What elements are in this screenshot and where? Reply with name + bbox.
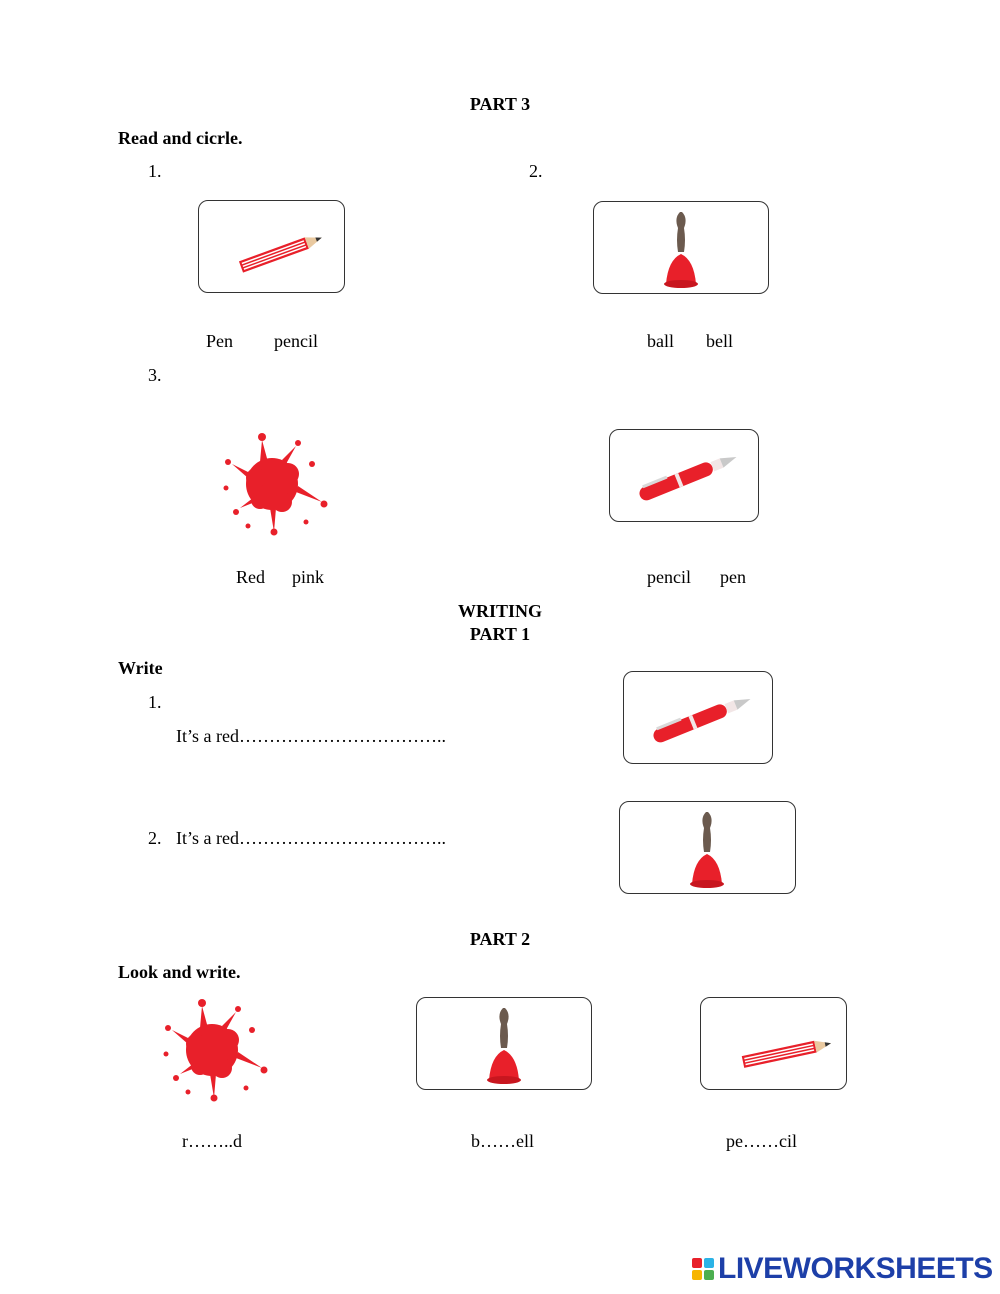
option-word[interactable]: pink	[292, 567, 325, 587]
question-number: 1.	[148, 161, 162, 181]
pencil-image-box	[198, 200, 345, 293]
red-splash-icon	[163, 999, 268, 1102]
bell-image-box	[593, 201, 769, 294]
pen-icon	[653, 699, 751, 743]
logo-mark-icon	[692, 1258, 714, 1280]
part2-title: PART 2	[469, 929, 531, 949]
liveworksheets-logo[interactable]: LIVEWORKSHEETS	[692, 1252, 993, 1286]
fill-word[interactable]: pe……cil	[726, 1131, 797, 1151]
fill-sentence[interactable]: It’s a red……………………………..	[176, 726, 446, 746]
part3-title: PART 3	[469, 94, 531, 114]
question-number: 2.	[148, 828, 162, 848]
red-splash-icon	[223, 433, 328, 536]
question-number: 1.	[148, 692, 162, 712]
bell-icon	[664, 212, 698, 288]
option-word[interactable]: bell	[706, 331, 733, 351]
option-word[interactable]: pen	[720, 567, 746, 587]
logo-text: LIVEWORKSHEETS	[718, 1252, 993, 1285]
option-word[interactable]: Pen	[206, 331, 233, 351]
part2-instruction: Look and write.	[118, 962, 241, 982]
pencil-icon	[238, 237, 322, 273]
pen-icon	[639, 457, 737, 501]
bell-icon	[690, 812, 724, 888]
option-word[interactable]: pencil	[274, 331, 318, 351]
option-word[interactable]: Red	[236, 567, 265, 587]
bell-icon	[487, 1008, 521, 1084]
bell-image-box	[416, 997, 592, 1090]
pen-image-box	[623, 671, 773, 764]
part3-instruction: Read and cicrle.	[118, 128, 243, 148]
option-word[interactable]: ball	[647, 331, 674, 351]
red-splash-image	[158, 994, 270, 1102]
red-splash-image	[218, 428, 330, 536]
pencil-image-box	[700, 997, 847, 1090]
writing-title: WRITING	[457, 601, 542, 621]
writing-instruction: Write	[118, 658, 163, 678]
fill-sentence[interactable]: It’s a red……………………………..	[176, 828, 446, 848]
question-number: 2.	[529, 161, 543, 181]
pen-image-box	[609, 429, 759, 522]
fill-word[interactable]: b……ell	[471, 1131, 534, 1151]
pencil-icon	[741, 1040, 832, 1068]
writing-part-title: PART 1	[469, 624, 531, 644]
fill-word[interactable]: r……..d	[182, 1131, 242, 1151]
bell-image-box	[619, 801, 796, 894]
question-number: 3.	[148, 365, 162, 385]
option-word[interactable]: pencil	[647, 567, 691, 587]
